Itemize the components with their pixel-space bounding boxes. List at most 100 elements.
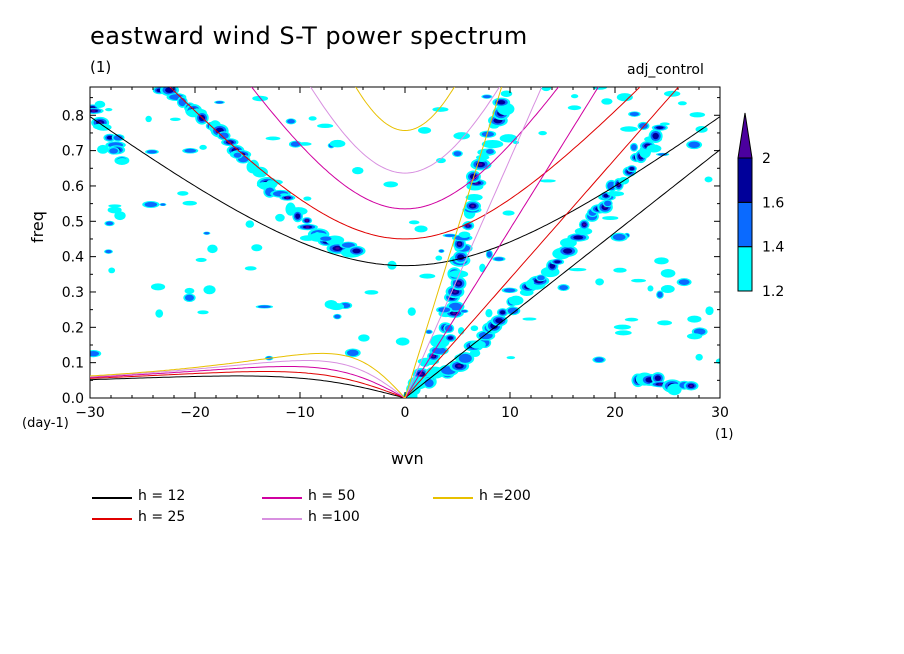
power-patch: [305, 219, 309, 222]
x-axis-label: wvn: [391, 449, 424, 468]
power-patch: [169, 117, 181, 121]
power-patch: [444, 234, 456, 237]
power-patch: [395, 337, 410, 346]
power-patch: [659, 122, 670, 126]
y-tick-label: 0.3: [62, 285, 84, 301]
power-patch: [426, 330, 432, 334]
power-patch: [539, 179, 556, 183]
x-tick-label: 20: [606, 405, 624, 421]
power-patch: [629, 112, 639, 117]
x-tick-label: −30: [75, 405, 105, 421]
x-tick-label: 30: [711, 405, 729, 421]
power-patch: [94, 100, 106, 108]
power-patch: [407, 307, 416, 316]
colorbar-label: 1.2: [762, 284, 784, 300]
power-patch: [414, 225, 428, 233]
power-patch: [527, 278, 535, 287]
power-patch: [500, 104, 514, 114]
legend-label: h = 12: [138, 488, 186, 504]
power-patch: [105, 108, 113, 112]
legend-label: h =200: [479, 488, 531, 504]
power-patch: [603, 193, 609, 198]
power-patch: [341, 242, 355, 248]
power-patch: [453, 151, 462, 157]
power-patch: [305, 225, 310, 229]
power-patch: [657, 291, 663, 298]
power-patch: [435, 255, 443, 261]
chart-title: eastward wind S-T power spectrum: [90, 22, 528, 50]
power-patch: [105, 221, 114, 226]
power-patch: [114, 211, 126, 221]
power-patch: [207, 244, 218, 254]
y-tick-label: 0.5: [62, 214, 84, 230]
y-tick-label: 0.4: [62, 250, 84, 266]
power-patch: [466, 224, 470, 228]
colorbar-label: 1.6: [762, 195, 784, 211]
x-tick-label: 0: [401, 405, 410, 421]
y-tick-label: 0.7: [62, 144, 84, 160]
gravity-wave-curve: [355, 87, 455, 132]
power-patch: [256, 182, 273, 189]
colorbar-segment: [737, 201, 753, 248]
power-patch: [335, 247, 340, 250]
power-patch: [244, 266, 257, 271]
power-patch: [602, 216, 619, 221]
power-patch: [481, 131, 494, 137]
power-patch: [657, 320, 673, 326]
power-patch: [448, 270, 469, 278]
legend-line-swatch: [262, 518, 302, 520]
power-patch: [471, 204, 475, 208]
rossby-curve: [90, 352, 406, 398]
gravity-wave-curve: [310, 87, 500, 174]
power-patch: [287, 119, 295, 124]
power-patch: [595, 278, 604, 286]
legend-line-swatch: [92, 497, 132, 499]
power-patch: [358, 334, 370, 342]
power-patch: [647, 285, 654, 292]
power-patch: [624, 317, 639, 322]
power-patch: [592, 87, 608, 90]
power-patch: [469, 340, 486, 349]
power-patch: [559, 285, 568, 291]
power-patch: [150, 283, 166, 291]
power-patch: [568, 267, 587, 272]
power-patch: [116, 157, 129, 165]
power-patch: [320, 236, 332, 241]
power-patch: [364, 290, 379, 295]
power-patch: [233, 152, 242, 158]
power-patch: [537, 275, 545, 281]
power-patch: [502, 210, 515, 216]
power-patch: [347, 349, 359, 357]
power-patch: [678, 279, 690, 286]
power-patch: [508, 295, 524, 306]
power-patch: [160, 203, 166, 206]
legend-label: h = 50: [308, 488, 356, 504]
colorbar-label: 2: [762, 151, 771, 167]
kelvin-curve: [404, 87, 599, 398]
power-patch: [299, 235, 316, 241]
power-patch: [252, 166, 268, 178]
power-patch: [658, 383, 663, 386]
power-patch: [295, 213, 301, 219]
kelvin-curve: [404, 87, 680, 398]
power-patch: [549, 263, 556, 269]
power-patch: [677, 101, 687, 106]
power-patch: [470, 325, 479, 332]
power-patch: [601, 98, 613, 105]
power-patch: [541, 87, 552, 92]
power-patch: [503, 288, 516, 293]
power-patch: [184, 287, 195, 295]
x-tick-label: −20: [180, 405, 210, 421]
power-patch: [195, 257, 207, 262]
power-patch: [654, 375, 662, 381]
power-patch: [303, 196, 312, 201]
power-patch: [660, 285, 675, 294]
power-patch: [567, 105, 582, 111]
power-patch: [329, 139, 346, 148]
power-patch: [218, 132, 229, 139]
power-patch: [686, 333, 703, 340]
power-patch: [432, 107, 449, 112]
legend-line-swatch: [262, 497, 302, 499]
power-patch: [494, 257, 504, 261]
